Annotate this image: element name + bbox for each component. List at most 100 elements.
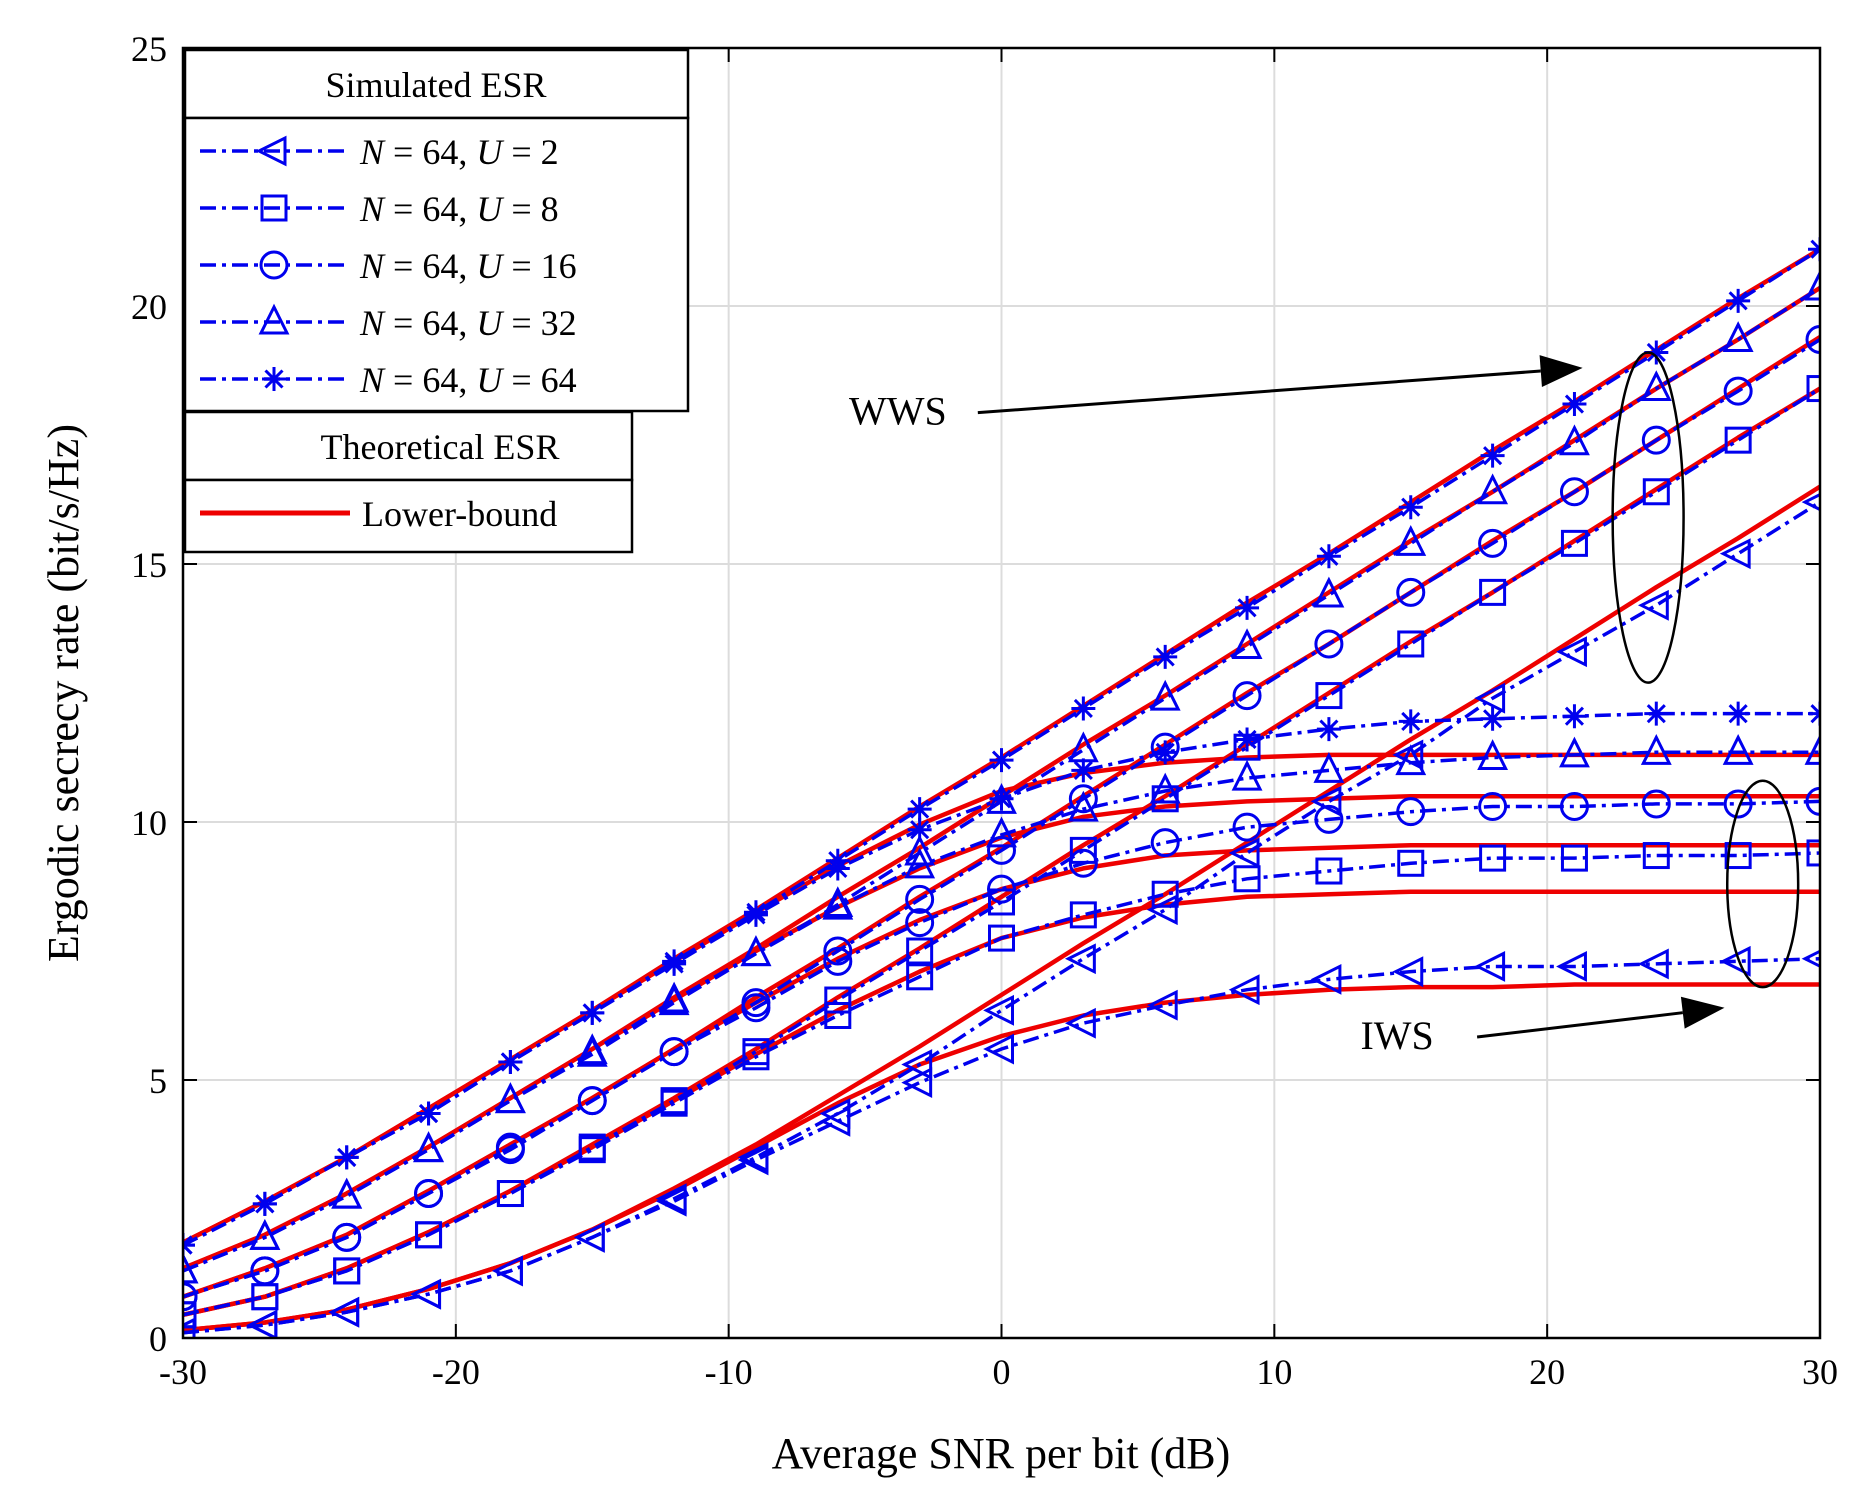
legend-simulated-title: Simulated ESR <box>325 65 546 105</box>
simulated-iws-point <box>1478 792 1508 822</box>
simulated-iws-point <box>737 1144 769 1176</box>
legend-entry-marker <box>255 135 287 167</box>
simulated-iws-point <box>1146 989 1178 1021</box>
simulated-iws-point <box>1806 839 1820 867</box>
x-tick-label: 20 <box>1529 1352 1565 1392</box>
simulated-iws-point <box>1068 848 1098 878</box>
x-axis-label: Average SNR per bit (dB) <box>772 1429 1231 1478</box>
simulated-wws-point <box>1723 376 1753 406</box>
simulated-wws-point <box>1801 492 1820 512</box>
legend-entry-marker <box>260 194 288 222</box>
simulated-iws-point <box>1805 786 1820 816</box>
legend-theoretical-title-box <box>183 410 634 482</box>
simulated-iws-point <box>1232 812 1262 842</box>
simulated-wws-point <box>904 834 936 866</box>
x-tick-label: -10 <box>705 1352 753 1392</box>
simulated-iws-point <box>416 1101 441 1126</box>
simulated-wws-point <box>1724 426 1752 454</box>
simulated-iws-point <box>659 1037 689 1067</box>
simulated-wws-point <box>1149 679 1181 711</box>
simulated-iws-point <box>901 1067 933 1099</box>
simulated-iws-point <box>658 984 690 1016</box>
simulated-iws-point <box>1477 739 1509 770</box>
simulated-iws-point <box>246 1309 278 1338</box>
simulated-iws-point <box>1723 789 1753 819</box>
simulated-iws-point <box>1069 901 1097 929</box>
simulated-iws-point <box>1480 706 1505 731</box>
y-tick-label: 0 <box>149 1319 167 1359</box>
x-tick-label: 30 <box>1802 1352 1838 1392</box>
simulated-iws-point <box>331 1177 363 1209</box>
simulated-iws-point <box>577 1086 607 1116</box>
simulated-wws-point <box>1235 595 1260 620</box>
simulated-iws-point <box>1150 828 1180 858</box>
simulated-iws-point <box>989 786 1014 811</box>
simulated-iws-point <box>1228 974 1260 1006</box>
simulated-iws-point <box>328 1296 360 1328</box>
simulated-iws-point <box>333 1257 361 1285</box>
simulated-iws-point <box>1559 736 1590 768</box>
annotation-ellipse <box>1611 351 1685 684</box>
simulated-wws-point <box>1560 529 1588 557</box>
simulated-wws-point <box>824 986 852 1014</box>
simulated-wws-line <box>183 500 1820 1335</box>
simulated-wws-point <box>901 1049 933 1080</box>
simulated-wws-point <box>1068 784 1098 814</box>
y-tick-label: 10 <box>131 803 167 843</box>
simulated-wws-point <box>1644 340 1669 365</box>
simulated-wws-point <box>1722 321 1754 353</box>
simulated-iws-point <box>1071 758 1096 783</box>
simulated-wws-point <box>1231 628 1263 660</box>
simulated-iws-point <box>743 902 768 927</box>
simulated-wws-point <box>1398 495 1423 520</box>
simulated-wws-point <box>1719 538 1751 570</box>
legend: Simulated ESR N = 64, U = 2 N = 64, U = 8… <box>183 48 690 554</box>
simulated-wws-point <box>1637 589 1669 621</box>
y-tick-label: 15 <box>131 545 167 585</box>
simulated-iws-point <box>1724 842 1752 870</box>
y-tick-label: 25 <box>131 29 167 69</box>
legend-entry-label: N = 64, U = 64 <box>359 360 577 400</box>
simulated-wws-point <box>1804 269 1820 301</box>
simulated-iws-point <box>1474 951 1506 982</box>
simulated-wws-point <box>1071 696 1096 721</box>
simulated-wws-point <box>905 884 935 914</box>
simulated-iws-point <box>1560 844 1588 872</box>
simulated-wws-point <box>1153 644 1178 669</box>
simulated-wws-point <box>1395 525 1427 556</box>
simulated-wws-point <box>1397 630 1425 658</box>
simulated-iws-point <box>492 1255 523 1287</box>
simulated-wws-point <box>1559 477 1589 507</box>
simulated-wws-point <box>1064 943 1096 975</box>
simulated-iws-point <box>822 888 854 920</box>
simulated-iws-point <box>573 1221 605 1253</box>
annotation-arrow-line <box>1476 1011 1683 1039</box>
simulated-iws-point <box>1562 704 1587 729</box>
legend-entry-label: N = 64, U = 16 <box>359 246 577 286</box>
simulated-wws-point <box>1726 288 1751 313</box>
simulated-iws-point <box>983 1033 1014 1065</box>
simulated-iws-point <box>183 1252 199 1284</box>
simulated-iws-point <box>1231 759 1263 791</box>
y-tick-label: 20 <box>131 287 167 327</box>
simulated-iws-point <box>1556 951 1587 982</box>
legend-theoretical-title: Theoretical ESR <box>321 427 560 467</box>
simulated-wws-point <box>988 888 1015 916</box>
simulated-iws-point <box>1315 857 1343 885</box>
simulated-wws-point <box>1232 681 1262 711</box>
simulated-iws-point <box>988 924 1015 952</box>
legend-simulated-title-box <box>183 48 690 120</box>
simulated-iws-point <box>1801 949 1820 968</box>
simulated-iws-point <box>1310 963 1342 995</box>
simulated-iws-point <box>905 908 935 938</box>
simulated-iws-point <box>1064 1007 1096 1039</box>
simulated-iws-point <box>496 1180 524 1208</box>
simulated-wws-point <box>1316 544 1341 569</box>
y-axis-label: Ergodic secrecy rate (bit/s/Hz) <box>39 424 88 962</box>
simulated-iws-point <box>183 1301 197 1329</box>
simulated-iws-point <box>1642 842 1670 870</box>
simulated-iws-point <box>655 1185 687 1217</box>
simulated-iws-point <box>1640 733 1672 765</box>
simulated-iws-point <box>741 993 771 1023</box>
simulated-iws-point <box>1722 733 1754 765</box>
